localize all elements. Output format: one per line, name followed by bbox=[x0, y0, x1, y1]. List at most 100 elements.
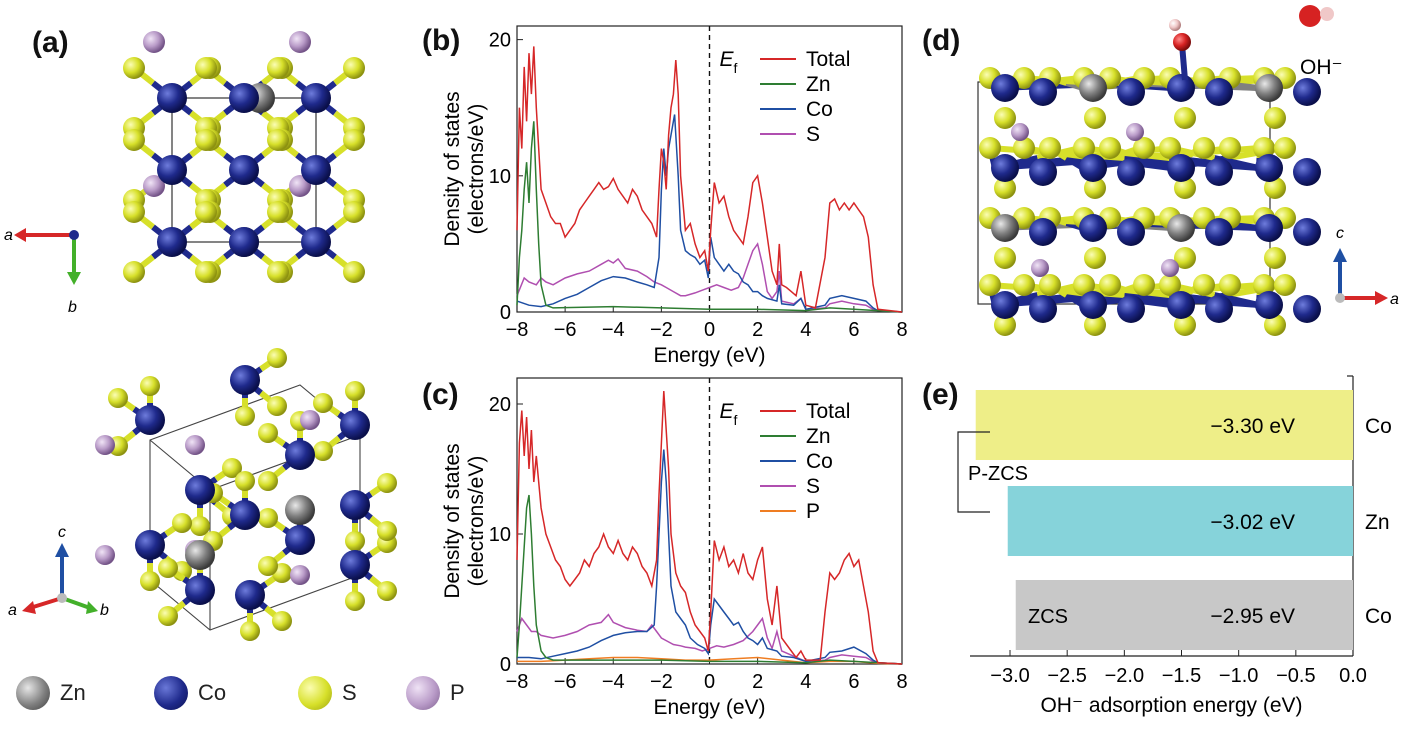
co-atom bbox=[285, 525, 315, 555]
x-tick-label: −1.0 bbox=[1219, 665, 1258, 687]
x-tick-label: 4 bbox=[800, 319, 811, 341]
co-atom bbox=[1079, 291, 1107, 319]
y-axis-label-line2: (electrons/eV) bbox=[465, 456, 488, 587]
s-atom bbox=[267, 129, 289, 151]
zn-atom bbox=[1255, 74, 1283, 102]
s-atom bbox=[1099, 137, 1121, 159]
panel-label-c: (c) bbox=[422, 378, 459, 411]
co-atom bbox=[1079, 154, 1107, 182]
s-atom bbox=[1099, 274, 1121, 296]
co-atom bbox=[157, 83, 187, 113]
s-atom bbox=[1264, 247, 1286, 269]
series-line-total bbox=[516, 46, 903, 313]
fermi-label: E bbox=[720, 48, 735, 71]
s-atom bbox=[123, 261, 145, 283]
co-atom bbox=[991, 291, 1019, 319]
co-atom bbox=[135, 530, 165, 560]
s-atom bbox=[343, 201, 365, 223]
x-tick-label: −1.5 bbox=[1162, 665, 1201, 687]
s-atom bbox=[195, 57, 217, 79]
s-atom bbox=[377, 581, 397, 601]
s-atom bbox=[1174, 177, 1196, 199]
s-atom bbox=[1219, 137, 1241, 159]
s-atom bbox=[272, 611, 292, 631]
x-tick-label: −2.0 bbox=[1105, 665, 1144, 687]
p-atom bbox=[1031, 259, 1049, 277]
y-axis-label-line2: (electrons/eV) bbox=[465, 104, 488, 235]
series-line-total bbox=[516, 390, 903, 665]
co-atom bbox=[157, 227, 187, 257]
s-atom bbox=[267, 348, 287, 368]
s-atom bbox=[1253, 274, 1275, 296]
s-atom bbox=[108, 388, 128, 408]
o-atom bbox=[1173, 33, 1191, 51]
p-atom-icon bbox=[406, 676, 440, 710]
x-tick-label: 2 bbox=[752, 671, 763, 693]
p-atom bbox=[1011, 123, 1029, 141]
co-atom bbox=[991, 74, 1019, 102]
s-atom bbox=[172, 513, 192, 533]
co-atom bbox=[1167, 291, 1195, 319]
p-zcs-label: P-ZCS bbox=[968, 463, 1028, 485]
p-zcs-bracket bbox=[957, 431, 990, 513]
x-tick-label: 6 bbox=[848, 671, 859, 693]
s-atom bbox=[994, 247, 1016, 269]
s-atom bbox=[979, 137, 1001, 159]
s-atom bbox=[1039, 274, 1061, 296]
co-atom bbox=[301, 227, 331, 257]
panel-label-b: (b) bbox=[422, 24, 461, 57]
co-atom bbox=[1293, 218, 1321, 246]
series-line-co bbox=[516, 114, 903, 313]
x-tick-label: 0 bbox=[704, 319, 715, 341]
x-axis-label: Energy (eV) bbox=[653, 696, 765, 719]
x-tick-label: 2 bbox=[752, 319, 763, 341]
co-atom bbox=[1205, 158, 1233, 186]
co-atom bbox=[229, 155, 259, 185]
fermi-label-subscript: f bbox=[734, 60, 738, 76]
axis-b-label: b bbox=[68, 299, 77, 316]
legend-label-s: S bbox=[806, 123, 820, 146]
s-atom bbox=[235, 406, 255, 426]
x-tick-label: −2 bbox=[650, 671, 673, 693]
p-atom bbox=[143, 175, 165, 197]
legend-p-label: P bbox=[450, 680, 465, 705]
legend-label-co: Co bbox=[806, 98, 833, 121]
panel-label-e: (e) bbox=[922, 378, 959, 411]
s-atom bbox=[994, 177, 1016, 199]
s-atom bbox=[222, 458, 242, 478]
s-atom bbox=[240, 621, 260, 641]
y-tick-label: 10 bbox=[489, 524, 511, 546]
co-atom bbox=[1117, 295, 1145, 323]
s-atom bbox=[1133, 137, 1155, 159]
legend-p: P bbox=[406, 676, 465, 710]
co-atom bbox=[1293, 78, 1321, 106]
s-atom bbox=[313, 441, 333, 461]
x-tick-label: 6 bbox=[848, 319, 859, 341]
oh-label: OH⁻ bbox=[1300, 56, 1343, 79]
dos-chart-b: −8 −6 −4 −2 0 2 4 6 8 0 10 20 E f Energy (eV) Density o… bbox=[441, 25, 908, 367]
legend-label-total: Total bbox=[806, 48, 850, 71]
x-tick-label: 4 bbox=[800, 671, 811, 693]
s-atom bbox=[195, 129, 217, 151]
element-legend: Zn Co S P bbox=[16, 676, 476, 716]
co-atom bbox=[1117, 218, 1145, 246]
p-atom bbox=[143, 31, 165, 53]
s-atom bbox=[1013, 207, 1035, 229]
legend-label-total: Total bbox=[806, 400, 850, 423]
x-tick-label: −6 bbox=[554, 319, 577, 341]
co-atom bbox=[340, 550, 370, 580]
s-atom bbox=[994, 314, 1016, 336]
s-atom bbox=[979, 274, 1001, 296]
s-atom bbox=[1084, 314, 1106, 336]
co-atom bbox=[157, 155, 187, 185]
x-tick-label: −2 bbox=[650, 319, 673, 341]
s-atom bbox=[158, 606, 178, 626]
s-atom bbox=[1264, 107, 1286, 129]
x-tick-label: −8 bbox=[506, 671, 529, 693]
y-axis-label-line1: Density of states bbox=[441, 91, 464, 246]
oh-legend: OH⁻ bbox=[1299, 5, 1343, 79]
s-atom bbox=[1174, 247, 1196, 269]
co-atom bbox=[235, 580, 265, 610]
co-atom bbox=[340, 490, 370, 520]
series-line-p bbox=[517, 656, 903, 665]
